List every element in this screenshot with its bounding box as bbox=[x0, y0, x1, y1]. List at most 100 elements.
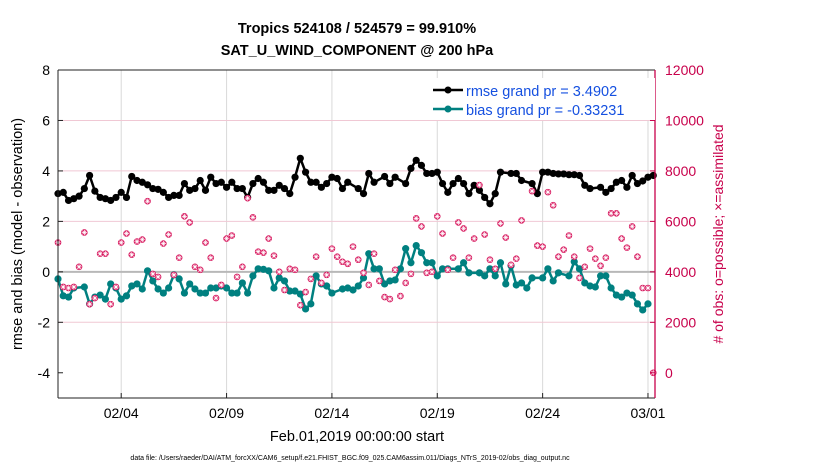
bias-point bbox=[633, 300, 642, 308]
rmse-point bbox=[481, 193, 489, 202]
bias-point bbox=[433, 272, 441, 280]
obs-assimilated-marker bbox=[518, 217, 525, 223]
rmse-point bbox=[402, 179, 410, 188]
obs-count-point bbox=[412, 215, 420, 222]
bias-point bbox=[565, 272, 573, 280]
bias-point bbox=[107, 280, 115, 288]
obs-assimilated-marker bbox=[329, 246, 335, 252]
bias-point bbox=[159, 289, 167, 297]
x-tick-label: 02/09 bbox=[209, 405, 244, 421]
obs-count-point bbox=[618, 235, 625, 242]
rmse-point bbox=[454, 174, 462, 183]
rmse-point bbox=[533, 190, 541, 198]
obs-count-point bbox=[265, 235, 273, 242]
obs-count-point bbox=[196, 266, 204, 274]
obs-count-point bbox=[107, 300, 114, 308]
bias-point bbox=[307, 300, 315, 308]
bias-point bbox=[196, 289, 204, 297]
obs-assimilated-marker bbox=[123, 230, 130, 237]
rmse-point bbox=[438, 179, 447, 188]
obs-assimilated-marker bbox=[439, 230, 446, 237]
obs-assimilated-marker bbox=[208, 255, 214, 261]
obs-count-point bbox=[476, 181, 483, 189]
series-layer bbox=[54, 154, 657, 377]
rmse-point bbox=[465, 190, 473, 198]
obs-assimilated-marker bbox=[297, 302, 303, 308]
obs-count-point bbox=[254, 248, 262, 255]
obs-count-point bbox=[154, 273, 162, 281]
obs-assimilated-marker bbox=[171, 272, 177, 278]
obs-assimilated-marker bbox=[324, 272, 330, 278]
obs-count-point bbox=[86, 300, 93, 308]
obs-assimilated-marker bbox=[92, 295, 98, 301]
obs-assimilated-marker bbox=[445, 267, 451, 273]
obs-assimilated-marker bbox=[482, 231, 488, 238]
obs-count-point bbox=[96, 250, 104, 257]
obs-count-point bbox=[307, 275, 315, 283]
obs-assimilated-marker bbox=[192, 264, 198, 270]
obs-assimilated-marker bbox=[345, 261, 351, 267]
x-tick-label: 02/24 bbox=[525, 405, 560, 421]
obs-count-point bbox=[602, 254, 610, 262]
rmse-point bbox=[296, 154, 304, 162]
obs-count-point bbox=[544, 188, 552, 196]
bias-point bbox=[539, 274, 547, 282]
bias-point bbox=[323, 282, 331, 290]
obs-assimilated-marker bbox=[134, 238, 140, 245]
obs-count-point bbox=[381, 293, 388, 301]
rmse-point bbox=[539, 168, 547, 176]
obs-assimilated-marker bbox=[634, 254, 641, 260]
rmse-point bbox=[639, 177, 647, 185]
obs-assimilated-marker bbox=[360, 270, 367, 276]
obs-assimilated-marker bbox=[166, 231, 172, 238]
obs-count-point bbox=[270, 252, 278, 259]
bias-point bbox=[460, 259, 468, 267]
rmse-point bbox=[338, 184, 347, 193]
bias-point bbox=[639, 306, 647, 314]
obs-count-point bbox=[239, 263, 246, 271]
obs-assimilated-marker bbox=[250, 214, 256, 220]
bias-point bbox=[570, 258, 578, 266]
bias-point bbox=[328, 289, 336, 297]
obs-count-point bbox=[549, 201, 557, 209]
rmse-point bbox=[554, 170, 563, 178]
obs-count-point bbox=[165, 231, 172, 238]
bias-point bbox=[133, 280, 141, 288]
rmse-point bbox=[323, 179, 331, 188]
bias-point bbox=[349, 286, 357, 294]
rmse-point bbox=[365, 169, 373, 178]
y-tick-label: -2 bbox=[38, 314, 51, 330]
obs-count-point bbox=[444, 266, 452, 274]
bias-point bbox=[359, 274, 368, 282]
rmse-point bbox=[238, 184, 246, 193]
obs-count-point bbox=[512, 255, 520, 263]
bias-point bbox=[312, 272, 320, 280]
obs-assimilated-marker bbox=[392, 267, 398, 273]
rmse-point bbox=[575, 171, 584, 180]
obs-count-point bbox=[449, 254, 457, 262]
bias-point bbox=[228, 289, 236, 297]
rmse-point bbox=[170, 191, 178, 199]
rmse-point bbox=[344, 178, 352, 186]
obs-assimilated-marker bbox=[597, 263, 604, 269]
rmse-point bbox=[307, 178, 315, 186]
obs-assimilated-marker bbox=[239, 264, 245, 270]
bias-point bbox=[517, 279, 526, 287]
rmse-point bbox=[128, 172, 136, 181]
plot-background bbox=[58, 70, 655, 398]
rmse-point bbox=[217, 178, 225, 186]
rmse-point bbox=[491, 190, 499, 198]
bias-point bbox=[117, 295, 125, 303]
obs-count-point bbox=[354, 256, 362, 264]
rmse-point bbox=[107, 196, 115, 205]
rmse-point bbox=[175, 191, 183, 199]
obs-assimilated-marker bbox=[545, 189, 551, 195]
rmse-point bbox=[275, 181, 283, 189]
bias-point bbox=[244, 289, 252, 297]
obs-assimilated-marker bbox=[376, 278, 382, 284]
obs-assimilated-marker bbox=[350, 244, 356, 250]
obs-count-point bbox=[312, 253, 320, 261]
rmse-point bbox=[301, 168, 310, 176]
rmse-point bbox=[270, 186, 278, 194]
rmse-point bbox=[470, 181, 478, 189]
